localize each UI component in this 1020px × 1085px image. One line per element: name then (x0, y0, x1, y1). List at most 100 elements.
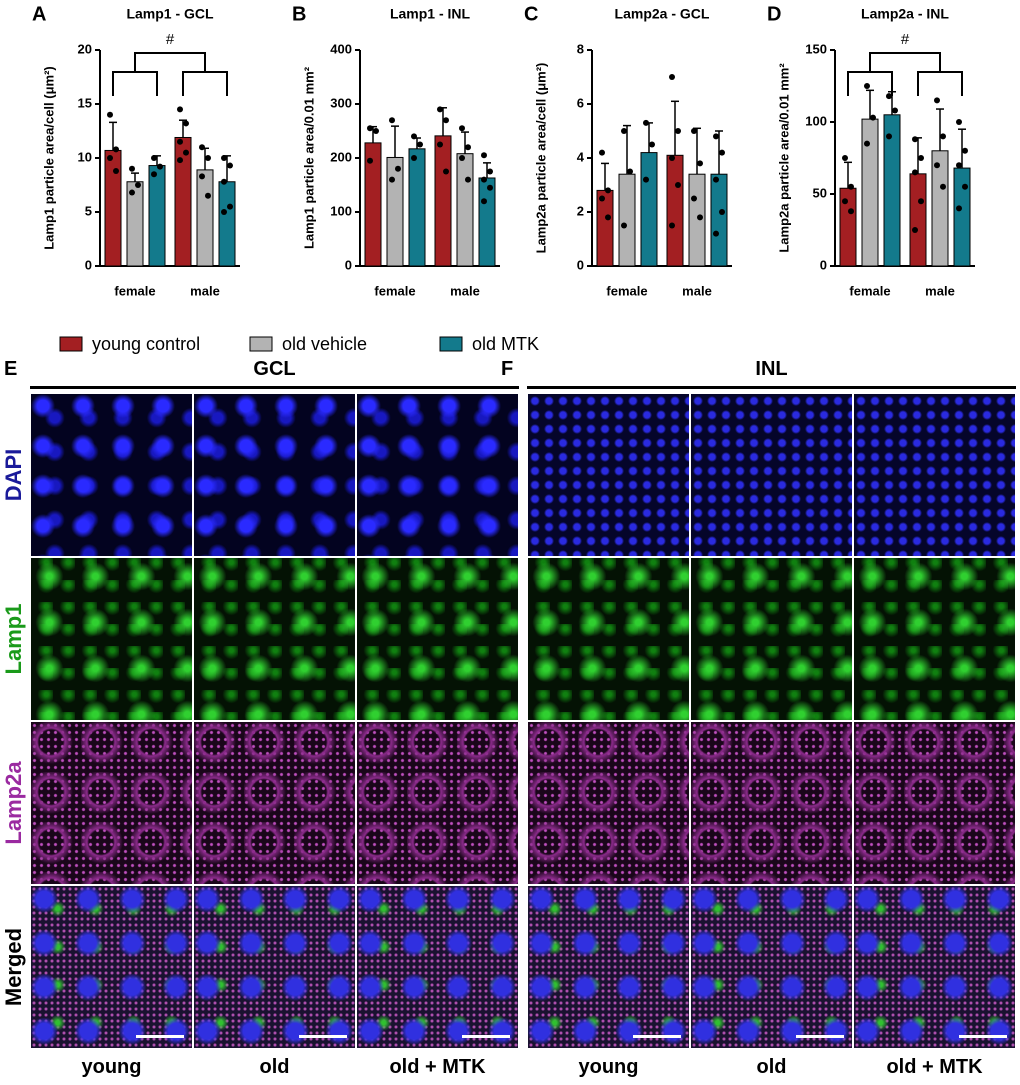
micrograph (356, 885, 519, 1049)
scale-bar (796, 1035, 844, 1038)
data-point (411, 133, 417, 140)
x-tick-label: female (374, 283, 415, 298)
micrograph (527, 393, 690, 557)
micrograph (690, 885, 853, 1049)
data-point (459, 155, 465, 161)
y-tick-label: 5 (85, 203, 92, 218)
micrograph (690, 393, 853, 557)
data-point (205, 155, 211, 161)
y-tick-label: 0 (820, 257, 827, 272)
micrograph (853, 885, 1016, 1049)
data-point (389, 117, 395, 124)
bracket (917, 71, 963, 96)
bar (478, 177, 496, 267)
y-tick-label: 50 (813, 185, 827, 200)
section-title: GCL (253, 358, 296, 380)
y-tick-label: 8 (577, 41, 584, 56)
y-axis-label: Lamp2a particle area/0.01 mm² (776, 63, 791, 253)
data-point (199, 144, 205, 151)
bar (408, 148, 426, 267)
data-point (956, 205, 962, 212)
micrograph (853, 557, 1016, 721)
data-point (183, 149, 189, 156)
row-label: Merged (1, 927, 26, 1007)
y-axis-label: Lamp1 particle area/0.01 mm² (301, 66, 316, 249)
data-point (151, 171, 157, 178)
data-point (912, 169, 918, 176)
bracket (182, 71, 228, 96)
data-point (157, 163, 163, 170)
data-point (151, 155, 157, 161)
data-point (221, 209, 227, 215)
data-point (411, 155, 417, 161)
data-point (918, 155, 924, 161)
data-point (221, 178, 227, 185)
bar (640, 152, 658, 267)
data-point (621, 128, 627, 134)
data-point (227, 203, 233, 210)
data-point (129, 165, 135, 172)
data-point (113, 167, 119, 174)
scale-bar (299, 1035, 347, 1038)
data-point (940, 183, 946, 190)
y-tick-label: 10 (78, 149, 92, 164)
scale-bar (633, 1035, 681, 1038)
y-tick-label: 100 (330, 203, 352, 218)
data-point (367, 157, 373, 164)
data-point (107, 111, 113, 118)
micrograph (356, 393, 519, 557)
data-point (934, 162, 940, 169)
micrograph (30, 885, 193, 1049)
legend-label: young control (92, 334, 200, 354)
annotation: # (166, 31, 175, 48)
micrograph (527, 885, 690, 1049)
data-point (962, 183, 968, 190)
micrograph (853, 721, 1016, 885)
y-tick-label: 0 (85, 257, 92, 272)
data-point (183, 120, 189, 127)
x-tick-label: male (682, 283, 712, 298)
legend-label: old MTK (472, 334, 539, 354)
data-point (962, 147, 968, 154)
data-point (373, 128, 379, 134)
micrograph (527, 557, 690, 721)
data-point (113, 146, 119, 153)
bar (909, 173, 927, 267)
data-point (459, 125, 465, 132)
charts: A Lamp1 - GCL Lamp1 particle area/cell (μm… (32, 3, 975, 354)
data-point (129, 189, 135, 196)
data-point (395, 165, 401, 172)
section-letter: E (4, 358, 18, 380)
data-point (848, 208, 854, 215)
data-point (177, 106, 183, 113)
column-label: old + MTK (886, 1056, 983, 1078)
data-point (719, 149, 725, 156)
bar (618, 173, 636, 267)
chart-title: Lamp1 - INL (390, 6, 471, 22)
bar (174, 136, 192, 267)
y-tick-label: 20 (78, 41, 92, 56)
bar (196, 169, 214, 267)
bar (861, 118, 879, 267)
data-point (934, 97, 940, 104)
bar (688, 173, 706, 267)
bar (148, 165, 166, 267)
y-tick-label: 0 (345, 257, 352, 272)
data-point (918, 198, 924, 205)
data-point (912, 227, 918, 233)
data-point (465, 176, 471, 183)
column-label: old + MTK (389, 1056, 486, 1078)
data-point (697, 160, 703, 167)
micrograph (30, 393, 193, 557)
bracket (112, 71, 158, 96)
data-point (367, 125, 373, 132)
panel-letter: D (767, 3, 781, 25)
y-tick-label: 400 (330, 41, 352, 56)
micrograph (356, 557, 519, 721)
bar (386, 156, 404, 267)
column-label: young (578, 1056, 639, 1078)
data-point (205, 192, 211, 199)
legend-swatch (59, 336, 83, 352)
y-tick-label: 0 (577, 257, 584, 272)
